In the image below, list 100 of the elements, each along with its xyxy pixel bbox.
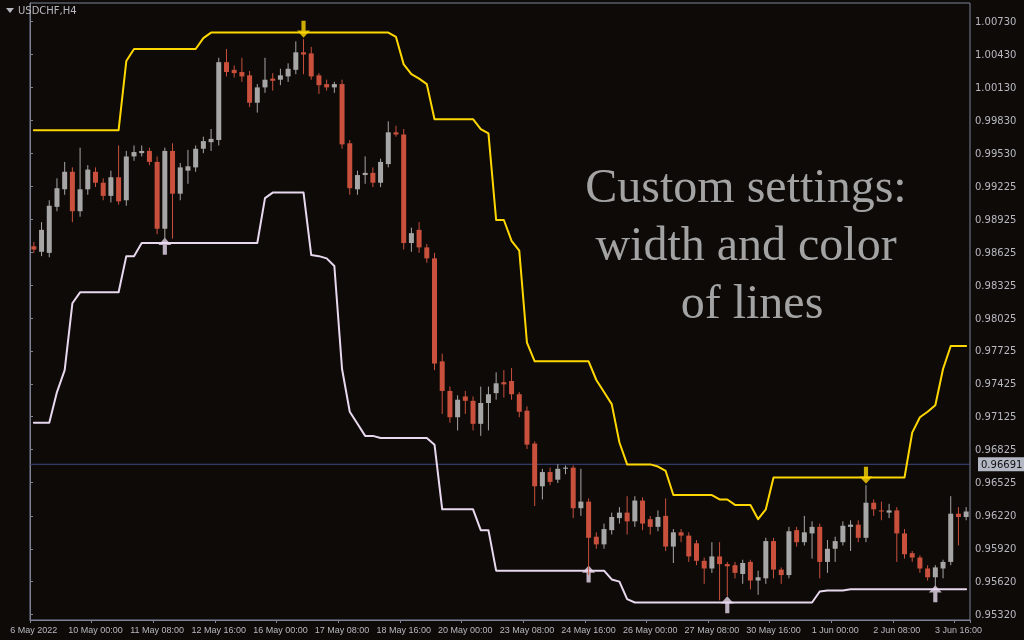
- x-tick-label: 18 May 16:00: [376, 624, 431, 635]
- candlestick: [724, 561, 730, 597]
- candlestick: [647, 515, 653, 536]
- x-tick-label: 3 Jun 16:00: [934, 624, 982, 635]
- candlestick: [308, 46, 314, 81]
- candlestick: [809, 520, 815, 560]
- candlestick: [362, 155, 368, 185]
- candlestick: [108, 170, 114, 203]
- y-tick-label: 0.98025: [975, 312, 1017, 324]
- candlestick: [462, 390, 468, 415]
- point: [859, 466, 873, 484]
- candlestick: [301, 38, 307, 75]
- candlestick: [262, 57, 268, 94]
- y-tick-label: 0.97725: [975, 345, 1017, 357]
- candlestick: [701, 557, 707, 585]
- x-tick-label: 17 May 08:00: [314, 624, 370, 635]
- candlestick: [501, 369, 507, 399]
- candlestick: [223, 48, 229, 77]
- candlestick: [670, 528, 676, 564]
- ref-line-label: 0.96691: [981, 458, 1023, 470]
- candlestick: [370, 166, 376, 188]
- y-tick-label: 0.98625: [975, 246, 1017, 258]
- x-tick-label: 24 May 16:00: [561, 624, 616, 635]
- y-tick-label: 0.99225: [975, 181, 1017, 193]
- x-tick-label: 10 May 00:00: [68, 624, 123, 635]
- y-tick-label: 1.00730: [975, 16, 1017, 28]
- candlestick: [932, 564, 938, 587]
- x-tick-label: 16 May 00:00: [253, 624, 308, 635]
- candlestick: [285, 62, 291, 83]
- y-tick-label: 0.98925: [975, 213, 1017, 225]
- point: [720, 596, 734, 614]
- candlestick: [92, 166, 98, 188]
- candlestick: [848, 519, 854, 552]
- y-tick-label: 0.99530: [975, 147, 1017, 159]
- candlestick: [193, 144, 199, 173]
- candlestick: [655, 509, 661, 532]
- y-tick-label: 0.98325: [975, 279, 1017, 291]
- candlestick: [678, 528, 684, 543]
- candlestick: [208, 128, 214, 152]
- candlestick: [755, 570, 761, 596]
- candlestick: [963, 506, 969, 521]
- candlestick: [693, 539, 699, 566]
- y-tick-label: 0.96220: [975, 510, 1017, 522]
- x-tick-label: 1 Jun 00:00: [811, 624, 859, 635]
- point: [158, 237, 172, 255]
- x-tick-label: 11 May 08:00: [130, 624, 185, 635]
- candlestick: [740, 559, 746, 585]
- y-tick-label: 1.00430: [975, 49, 1017, 61]
- x-tick-label: 12 May 16:00: [191, 624, 247, 635]
- candlestick: [886, 503, 892, 519]
- candlestick: [293, 40, 299, 75]
- candlestick: [100, 177, 106, 201]
- candlestick: [408, 227, 414, 253]
- candlestick: [316, 72, 322, 95]
- candlestick: [416, 221, 422, 254]
- candlestick: [509, 367, 515, 401]
- candlestick: [878, 501, 884, 521]
- candlestick: [185, 149, 191, 185]
- candlestick: [555, 463, 561, 484]
- candlestick: [39, 221, 45, 257]
- candlestick: [632, 495, 638, 528]
- candlestick: [239, 57, 245, 83]
- x-tick-label: 20 May 00:00: [438, 624, 493, 635]
- candlestick: [824, 539, 830, 574]
- candlestick: [709, 541, 715, 574]
- candlestick: [478, 386, 484, 437]
- x-tick-label: 30 May 16:00: [746, 624, 801, 635]
- candlestick: [832, 536, 838, 563]
- candlestick: [855, 519, 861, 543]
- candlestick: [940, 559, 946, 579]
- y-tick-label: 0.96825: [975, 444, 1017, 456]
- candlestick: [894, 506, 900, 563]
- x-tick-label: 26 May 00:00: [622, 624, 678, 635]
- candlestick: [578, 468, 584, 517]
- candlestick: [54, 177, 60, 212]
- x-tick-label: 27 May 08:00: [684, 624, 740, 635]
- y-tick-label: 0.97125: [975, 411, 1017, 423]
- candlestick: [470, 395, 476, 431]
- candlestick: [516, 391, 522, 418]
- candlestick: [493, 371, 499, 401]
- point: [297, 20, 311, 38]
- y-tick-label: 0.95620: [975, 576, 1017, 588]
- annotation: Custom settings: width and color of lines: [585, 158, 919, 328]
- candlestick: [732, 561, 738, 579]
- candlestick: [601, 523, 607, 550]
- candlestick: [254, 83, 260, 114]
- candlestick: [424, 243, 430, 264]
- candlestick: [378, 158, 384, 188]
- x-tick-label: 6 May 2022: [10, 624, 58, 635]
- y-tick-label: 1.00130: [975, 81, 1017, 93]
- candlestick: [794, 526, 800, 548]
- candlestick: [747, 559, 753, 590]
- candlestick: [840, 520, 846, 546]
- y-tick-label: 0.95920: [975, 543, 1017, 555]
- candlestick: [354, 170, 360, 196]
- x-tick-label: 23 May 08:00: [499, 624, 555, 635]
- point: [928, 585, 942, 603]
- y-tick-label: 0.99830: [975, 114, 1017, 126]
- y-tick-label: 0.96525: [975, 476, 1017, 488]
- candlestick: [77, 147, 83, 218]
